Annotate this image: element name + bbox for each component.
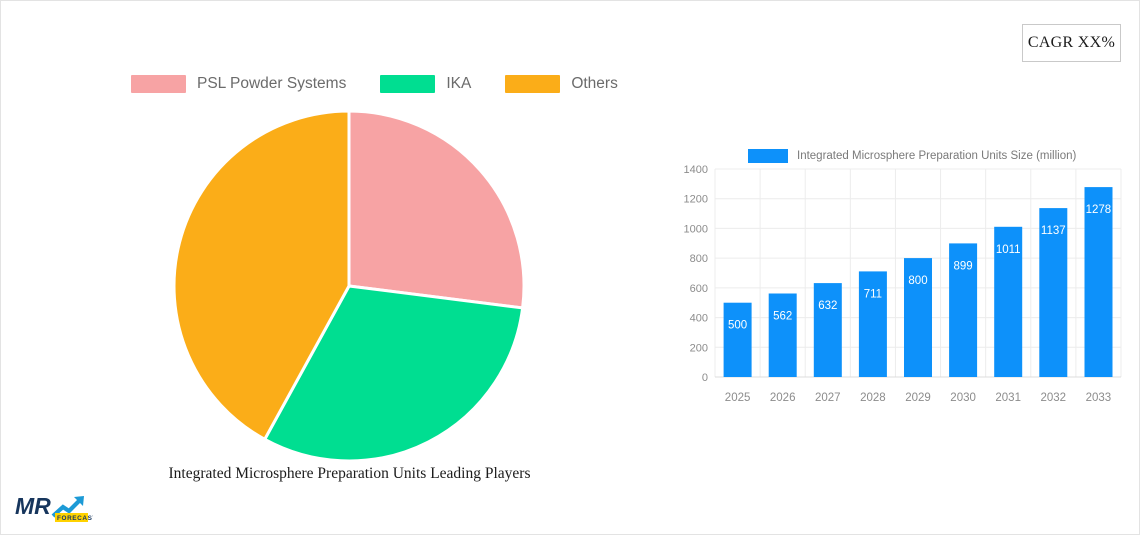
y-axis-tick-label: 1000 (684, 223, 708, 235)
bar-chart-svg: 0 200 400 600 800 1000 1200 1400 500 2025 562 2026 6… (684, 164, 1122, 404)
x-axis-tick-label: 2027 (815, 392, 841, 404)
y-axis-tick-label: 1200 (684, 194, 708, 206)
bar-value-label: 500 (728, 320, 747, 332)
cagr-badge-label: CAGR XX% (1027, 34, 1116, 51)
x-axis-tick-label: 2033 (1086, 392, 1112, 404)
bar[interactable] (1084, 187, 1113, 377)
bar-value-label: 899 (954, 260, 973, 272)
bar[interactable] (994, 226, 1023, 377)
cagr-badge: CAGR XX% (1022, 24, 1121, 62)
bar-value-label: 562 (773, 311, 792, 323)
y-axis-tick-label: 0 (702, 372, 708, 384)
pie-chart-title: Integrated Microsphere Preparation Units… (168, 465, 531, 482)
x-axis-tick-label: 2026 (770, 392, 796, 404)
legend-swatch-icon (131, 75, 186, 93)
bar[interactable] (723, 302, 752, 377)
logo-badge-bg (55, 513, 88, 522)
x-axis-tick-label: 2028 (860, 392, 886, 404)
logo-arrowhead-icon (74, 496, 84, 506)
logo-arrow-icon (51, 497, 83, 518)
pie-legend-label: Others (571, 75, 618, 92)
mr-forecast-logo: MR FORECAST (15, 493, 93, 522)
x-axis-tick-label: 2032 (1041, 392, 1067, 404)
pie-slice[interactable] (174, 111, 351, 442)
bar-value-label: 632 (818, 300, 837, 312)
logo-badge-text: FORECAST (57, 515, 93, 522)
legend-swatch-icon (505, 75, 561, 93)
bar-value-label: 800 (908, 275, 927, 287)
pie-legend-item-0[interactable]: PSL Powder Systems (131, 75, 346, 93)
bar-chart: Integrated Microsphere Preparation Units… (673, 141, 1123, 411)
pie-legend-label: PSL Powder Systems (197, 75, 347, 92)
y-axis-tick-label: 800 (690, 253, 708, 265)
pie-legend-item-2[interactable]: Others (505, 75, 618, 93)
y-axis-tick-label: 600 (690, 283, 708, 295)
bar-value-label: 1278 (1086, 204, 1112, 216)
legend-swatch-icon (380, 75, 436, 93)
bar-value-label: 711 (864, 288, 882, 300)
bar-value-label: 1137 (1041, 225, 1066, 237)
logo-mark-text: MR (15, 493, 51, 519)
bar-chart-legend[interactable]: Integrated Microsphere Preparation Units… (748, 149, 1076, 163)
x-axis-tick-label: 2031 (995, 392, 1021, 404)
bar[interactable] (768, 293, 797, 378)
pie-legend-label: IKA (446, 75, 472, 92)
bar-legend-label: Integrated Microsphere Preparation Units… (797, 150, 1077, 162)
pie-chart-svg (174, 111, 524, 461)
pie-legend: PSL Powder Systems IKA Others (131, 75, 652, 93)
legend-swatch-icon (748, 149, 788, 163)
x-axis-tick-label: 2029 (905, 392, 931, 404)
x-axis-tick-label: 2030 (950, 392, 976, 404)
bar[interactable] (858, 271, 887, 377)
y-axis-tick-label: 200 (690, 342, 708, 354)
bar[interactable] (813, 283, 842, 377)
bar[interactable] (949, 243, 978, 377)
pie-slice[interactable] (262, 284, 524, 461)
bar[interactable] (1039, 208, 1068, 377)
x-axis-tick-label: 2025 (725, 392, 751, 404)
pie-legend-item-1[interactable]: IKA (380, 75, 471, 93)
y-axis-tick-label: 1400 (684, 164, 708, 176)
y-axis-tick-label: 400 (690, 313, 708, 325)
pie-chart (174, 111, 524, 461)
bar[interactable] (904, 258, 932, 377)
bar-value-label: 1011 (996, 244, 1021, 256)
pie-slice[interactable] (347, 111, 524, 310)
